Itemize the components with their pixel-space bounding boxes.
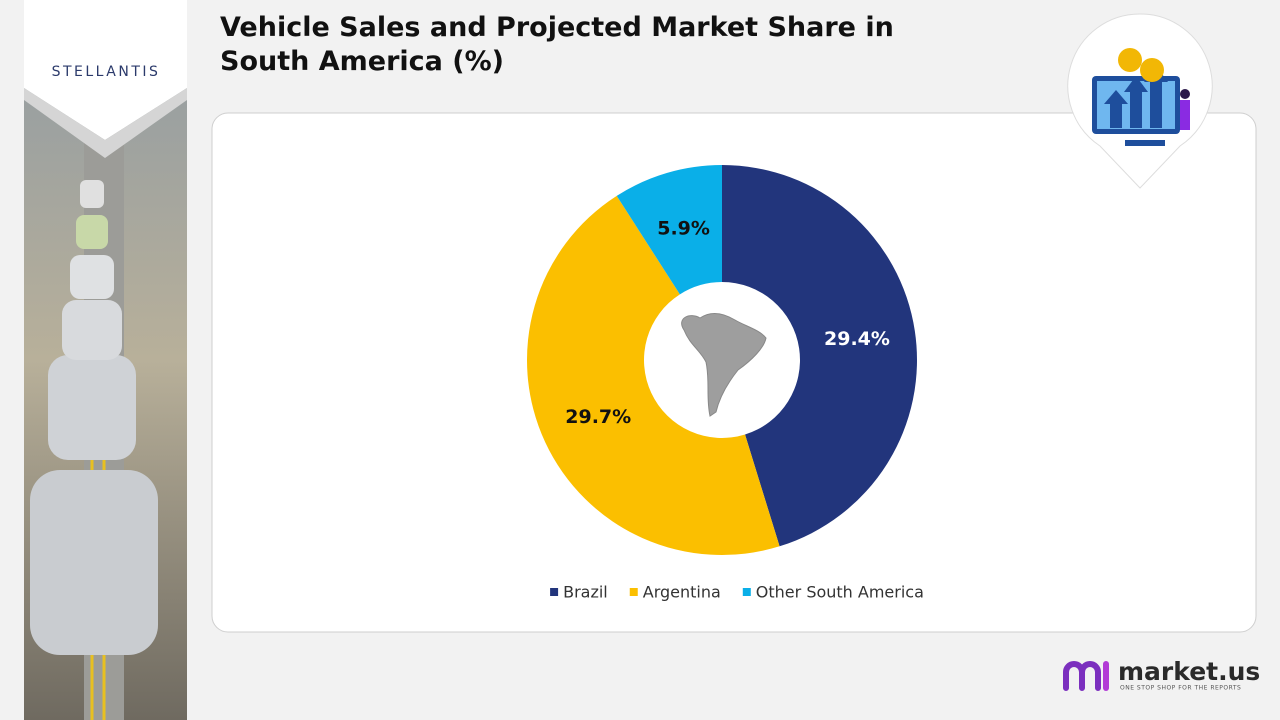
legend-label: Argentina bbox=[643, 583, 721, 602]
legend: Brazil Argentina Other South America bbox=[550, 583, 924, 602]
trend-badge bbox=[1067, 13, 1213, 189]
publisher-name: market.us bbox=[1118, 657, 1260, 686]
legend-swatch bbox=[550, 588, 559, 596]
brand-logo: STELLANTIS bbox=[52, 64, 161, 80]
chart-title: Vehicle Sales and Projected Market Share… bbox=[220, 12, 894, 77]
legend-label: Brazil bbox=[563, 583, 608, 602]
donut-segment bbox=[616, 165, 722, 295]
value-label: 29.4% bbox=[824, 328, 890, 350]
donut-segment bbox=[722, 165, 918, 547]
donut-segment bbox=[526, 195, 780, 556]
title-line: Vehicle Sales and Projected Market Share… bbox=[220, 12, 894, 43]
publisher-tagline: ONE STOP SHOP FOR THE REPORTS bbox=[1120, 685, 1241, 692]
title-line: South America (%) bbox=[220, 46, 504, 77]
value-label: 29.7% bbox=[565, 406, 631, 428]
donut: 29.4% 29.7% 5.9% bbox=[526, 165, 918, 556]
logo-panel bbox=[24, 0, 187, 140]
logo-panel-edge bbox=[24, 88, 187, 158]
value-label: 5.9% bbox=[657, 218, 710, 240]
legend-swatch bbox=[742, 588, 751, 596]
south-america-map bbox=[681, 313, 767, 417]
publisher-logo: market.us ONE STOP SHOP FOR THE REPORTS bbox=[1063, 657, 1260, 692]
legend-swatch bbox=[629, 588, 638, 596]
legend-label: Other South America bbox=[756, 583, 924, 602]
